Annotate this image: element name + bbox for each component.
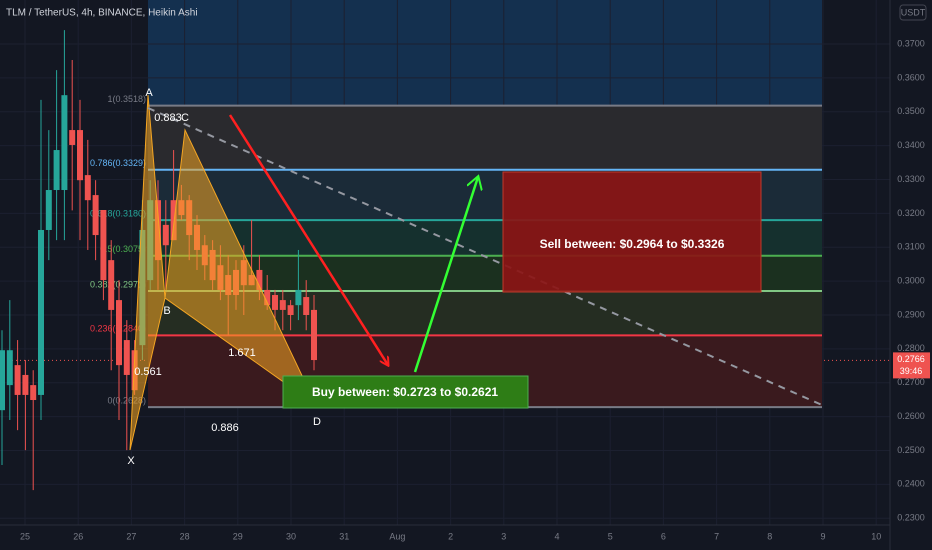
fib-label: 0.382(0.2971) [90,279,146,289]
candle-body [108,260,115,310]
up-arrow [413,177,478,373]
y-tick-label: 0.3000 [897,276,925,286]
candle-body [45,190,52,230]
y-tick-label: 0.3300 [897,174,925,184]
price-tag-label: 0.2766 [897,354,925,364]
candle-body [170,200,177,241]
y-tick-label: 0.2500 [897,445,925,455]
x-tick-label: 31 [339,531,349,541]
candle-body [14,365,21,395]
point-label: X [127,455,135,467]
x-tick-label: 10 [871,531,881,541]
y-tick-label: 0.3600 [897,72,925,82]
x-tick-label: 30 [286,531,296,541]
x-tick-label: 5 [608,531,613,541]
candle-body [272,295,278,310]
fib-label: 1(0.3518) [107,94,146,104]
fib-zone [148,105,822,170]
y-tick-label: 0.3500 [897,106,925,116]
candle-body [287,305,294,315]
candle-body [123,340,130,375]
point-label: C [181,112,189,124]
pattern-bcd [164,128,318,407]
y-tick-label: 0.2800 [897,343,925,353]
candle-body [0,350,5,411]
y-tick-label: 0.3700 [897,38,925,48]
y-tick-label: 0.3400 [897,140,925,150]
x-tick-label: 7 [714,531,719,541]
candle-body [92,195,99,236]
fib-label: 0.5(0.3075) [100,244,146,254]
point-label: B [163,305,170,317]
currency-badge [899,4,927,21]
point-label: A [145,87,153,99]
chart-title: TLM / TetherUS, 4h, BINANCE, Heikin Ashi [6,8,198,19]
drawings: Sell between: $0.2964 to $0.3326 Buy bet… [127,87,823,467]
x-tick-label: 9 [820,531,825,541]
fib-label: 0.618(0.3180) [90,209,146,219]
x-tick-label: 2 [448,531,453,541]
x-tick-label: 8 [767,531,772,541]
candle-body [100,210,107,281]
candle-body [256,269,263,290]
x-tick-label: 28 [180,531,190,541]
x-tick-label: 29 [233,531,243,541]
sell-zone [502,171,762,293]
y-tick-label: 0.3200 [897,208,925,218]
candle-body [69,130,76,145]
y-tick-label: 0.3100 [897,242,925,252]
candle-body [38,229,44,395]
pattern-xab [129,94,166,451]
candle-body [303,297,310,315]
candle-body [264,289,271,306]
candle-body [61,95,68,191]
price-tag [893,352,930,379]
candle-body [22,374,29,395]
candle-body [53,150,60,191]
x-tick-label: Aug [389,531,405,541]
candle-body [77,130,83,181]
candle-body [116,300,122,366]
x-tick-label: 4 [554,531,559,541]
y-tick-label: 0.2900 [897,309,925,319]
down-arrow [228,114,388,365]
currency: USDT [901,7,926,17]
y-tick-label: 0.2600 [897,411,925,421]
y-tick-label: 0.2300 [897,513,925,523]
y-tick-label: 0.2400 [897,479,925,489]
ratio-label: 0.886 [211,422,239,434]
buy-zone [282,375,529,409]
y-tick-label: 0.2700 [897,377,925,387]
x-tick-label: 25 [20,531,30,541]
x-tick-label: 27 [126,531,136,541]
buy-text: Buy between: $0.2723 to $0.2621 [312,385,498,399]
point-label: D [313,416,321,428]
fib-label: 0.786(0.3329) [90,158,146,168]
x-tick-label: 3 [501,531,506,541]
candle-body [84,175,91,201]
x-tick-label: 6 [661,531,666,541]
candle-body [279,300,286,310]
ratio-label: 0.561 [134,366,162,378]
ratio-label: 1.671 [228,347,256,359]
candle-body [311,309,317,361]
candle-body [295,289,302,306]
x-tick-label: 26 [73,531,83,541]
candle-body [6,350,13,386]
sell-text: Sell between: $0.2964 to $0.3326 [540,237,725,251]
candle-body [162,224,169,246]
countdown: 39:46 [900,366,923,376]
ratio-label: 0.883 [154,112,182,124]
trend-line [147,107,823,406]
candle-body [30,385,37,401]
